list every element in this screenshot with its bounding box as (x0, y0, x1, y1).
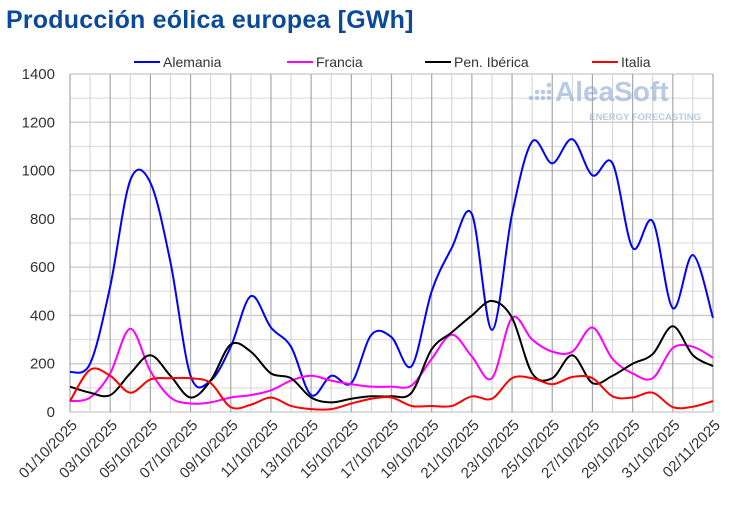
y-tick-label: 1400 (22, 66, 55, 83)
y-tick-label: 600 (30, 259, 55, 276)
chart-title: Producción eólica europea [GWh] (6, 6, 414, 34)
series-line-francia (69, 315, 714, 405)
series-line-pen-ib-rica (69, 299, 714, 404)
y-tick-label: 1200 (22, 114, 55, 131)
series-lines (69, 138, 714, 411)
y-tick-label: 1000 (22, 163, 55, 180)
legend-item: Francia (287, 54, 363, 70)
legend-label: Alemania (163, 54, 222, 70)
legend-label: Francia (316, 54, 363, 70)
y-tick-label: 800 (30, 211, 55, 228)
aleasoft-watermark: AleaSoft ENERGY FORECASTING (528, 76, 701, 123)
legend-label: Pen. Ibérica (454, 54, 529, 70)
watermark-tagline: ENERGY FORECASTING (589, 112, 701, 123)
y-tick-label: 200 (30, 356, 55, 373)
legend-item: Alemania (134, 54, 222, 70)
legend-label: Italia (621, 54, 651, 70)
y-tick-label: 400 (30, 307, 55, 324)
y-axis-ticks: 0 200 400 600 800 1000 1200 1400 (22, 66, 55, 421)
series-line-italia (69, 367, 714, 411)
watermark-brand: AleaSoft (555, 76, 669, 107)
y-tick-label: 0 (47, 404, 55, 421)
aleasoft-dots-icon (528, 82, 552, 101)
legend: Alemania Francia Pen. Ibérica Italia (134, 54, 651, 70)
legend-item: Pen. Ibérica (425, 54, 529, 70)
legend-item: Italia (592, 54, 651, 70)
x-axis-ticks: 01/10/202503/10/202505/10/202507/10/2025… (16, 417, 724, 482)
series-line-alemania (69, 138, 714, 397)
